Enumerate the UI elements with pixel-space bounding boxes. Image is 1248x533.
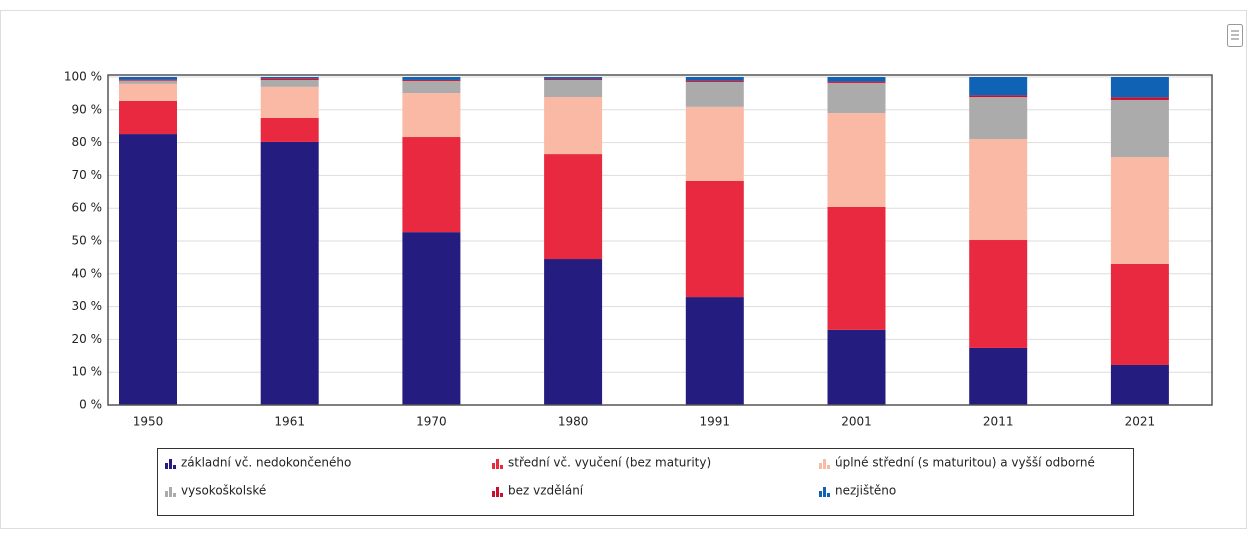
bar-segment bbox=[969, 240, 1028, 348]
legend-icon bbox=[492, 463, 495, 469]
legend-label: bez vzdělání bbox=[508, 484, 584, 498]
bar-segment bbox=[969, 138, 1028, 241]
x-tick-label: 2011 bbox=[983, 415, 1014, 429]
y-tick-label: 30 % bbox=[72, 299, 103, 313]
legend-icon bbox=[165, 491, 168, 497]
bar-segment bbox=[402, 93, 461, 138]
bar-segment bbox=[260, 79, 319, 87]
x-tick-label: 1991 bbox=[700, 415, 731, 429]
bar-segment bbox=[544, 78, 603, 80]
bar-segment bbox=[969, 97, 1028, 139]
bar-segment bbox=[1110, 77, 1169, 98]
legend-icon bbox=[823, 487, 826, 497]
bar-segment bbox=[685, 180, 744, 298]
x-tick-label: 1970 bbox=[416, 415, 447, 429]
bar-segment bbox=[544, 79, 603, 98]
bar-segment bbox=[119, 80, 177, 84]
bar-segment bbox=[1110, 99, 1169, 158]
bar-segment bbox=[402, 80, 461, 94]
legend-icon bbox=[169, 487, 172, 497]
bar-segment bbox=[685, 77, 744, 81]
menu-button[interactable] bbox=[1227, 24, 1243, 47]
plot-border bbox=[107, 74, 1213, 406]
bar-segment bbox=[827, 206, 886, 330]
bar-segment bbox=[119, 79, 177, 81]
bar-segment bbox=[544, 259, 603, 405]
legend-icon bbox=[492, 491, 495, 497]
legend-label: základní vč. nedokončeného bbox=[181, 456, 351, 470]
x-tick-label: 1961 bbox=[274, 415, 305, 429]
y-tick-label: 60 % bbox=[72, 201, 103, 215]
legend-icon bbox=[173, 493, 176, 497]
legend-icon bbox=[169, 459, 172, 469]
legend-icon bbox=[165, 463, 168, 469]
bar-segment bbox=[402, 232, 461, 405]
y-tick-label: 20 % bbox=[72, 332, 103, 346]
y-tick-label: 90 % bbox=[72, 102, 103, 116]
bar-segment bbox=[685, 106, 744, 181]
legend-label: úplné střední (s maturitou) a vyšší odbo… bbox=[835, 456, 1095, 470]
bar-segment bbox=[119, 134, 177, 405]
bar-segment bbox=[969, 347, 1028, 405]
bar-segment bbox=[260, 141, 319, 405]
y-tick-label: 10 % bbox=[72, 365, 103, 379]
bar-segment bbox=[827, 81, 886, 83]
bar-segment bbox=[119, 83, 177, 101]
bar-segment bbox=[544, 77, 603, 79]
legend-icon bbox=[173, 465, 176, 469]
legend-icon bbox=[819, 463, 822, 469]
bar-segment bbox=[1110, 364, 1169, 405]
bar-segment bbox=[1110, 97, 1169, 100]
bar-segment bbox=[402, 77, 461, 80]
legend-label: nezjištěno bbox=[835, 484, 896, 498]
bar-segment bbox=[402, 137, 461, 233]
x-tick-label: 1950 bbox=[133, 415, 164, 429]
bar-segment bbox=[969, 77, 1028, 96]
bar-segment bbox=[827, 77, 886, 82]
legend-label: střední vč. vyučení (bez maturity) bbox=[508, 456, 711, 470]
x-tick-label: 2001 bbox=[841, 415, 872, 429]
bar-segment bbox=[260, 118, 319, 142]
bar-segment bbox=[827, 113, 886, 207]
y-tick-label: 0 % bbox=[79, 398, 102, 412]
legend-icon bbox=[819, 491, 822, 497]
bar-segment bbox=[685, 81, 744, 107]
bar-segment bbox=[969, 95, 1028, 98]
bar-segment bbox=[260, 78, 319, 80]
legend-icon bbox=[827, 493, 830, 497]
bar-segment bbox=[544, 154, 603, 260]
legend-icon bbox=[496, 487, 499, 497]
bar-segment bbox=[685, 297, 744, 405]
x-tick-label: 2021 bbox=[1125, 415, 1156, 429]
legend-box bbox=[157, 448, 1134, 516]
y-tick-label: 80 % bbox=[72, 135, 103, 149]
bar-segment bbox=[260, 77, 319, 79]
bar-segment bbox=[544, 97, 603, 155]
y-tick-label: 40 % bbox=[72, 266, 103, 280]
bar-segment bbox=[827, 329, 886, 405]
legend-icon bbox=[500, 465, 503, 469]
y-tick-label: 50 % bbox=[72, 234, 103, 248]
bar-segment bbox=[119, 77, 177, 80]
legend-icon bbox=[823, 459, 826, 469]
bar-segment bbox=[119, 100, 177, 135]
legend-icon bbox=[827, 465, 830, 469]
legend-icon bbox=[500, 493, 503, 497]
chart-frame bbox=[0, 10, 1247, 529]
bar-segment bbox=[1110, 263, 1169, 365]
y-tick-label: 70 % bbox=[72, 168, 103, 182]
y-tick-label: 100 % bbox=[64, 70, 102, 84]
bar-segment bbox=[827, 82, 886, 114]
bar-segment bbox=[260, 86, 319, 118]
bar-segment bbox=[685, 80, 744, 82]
legend-icon bbox=[496, 459, 499, 469]
legend-label: vysokoškolské bbox=[181, 484, 266, 498]
bar-segment bbox=[402, 79, 461, 81]
x-tick-label: 1980 bbox=[558, 415, 589, 429]
bar-segment bbox=[1110, 157, 1169, 264]
